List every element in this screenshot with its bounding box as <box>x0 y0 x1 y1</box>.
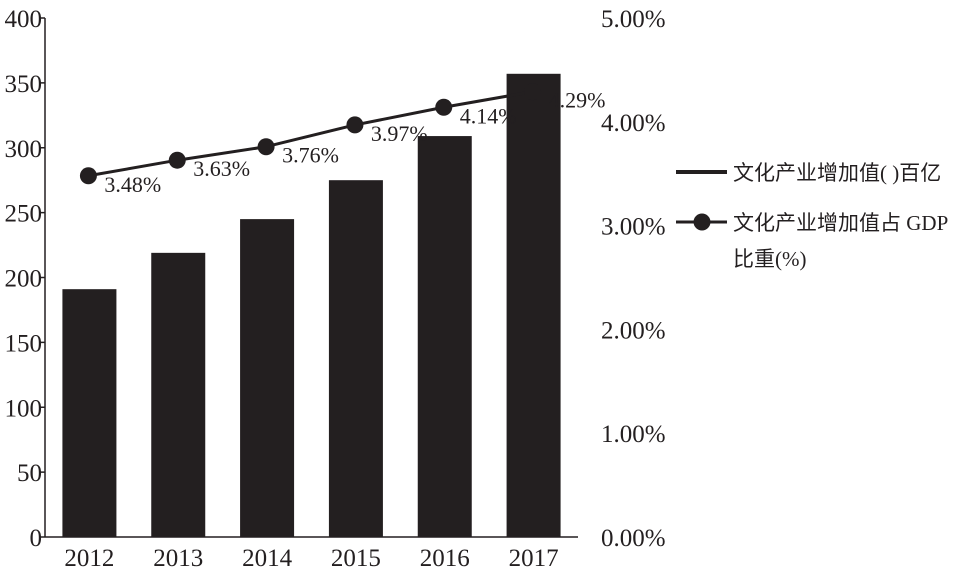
bars-layer <box>62 73 561 538</box>
x-tick-label: 2014 <box>242 545 293 572</box>
line-point-2017 <box>524 83 542 101</box>
bar-2012 <box>62 289 117 537</box>
x-tick-label: 2013 <box>153 545 203 572</box>
y-right-tick-label: 0.00% <box>601 525 666 552</box>
line-point-2013 <box>168 151 186 169</box>
line-point-2014 <box>257 138 275 156</box>
bar-2013 <box>151 252 206 537</box>
axes-layer: 0 50 100 150 200 250 300 350 400 0.00% 1.00% 2.00% 3… <box>5 6 666 572</box>
legend-label-line-cont: 比重(%) <box>733 247 806 271</box>
x-tick-label: 2016 <box>420 545 470 572</box>
bar-2017 <box>506 73 561 537</box>
bar-2014 <box>240 219 295 538</box>
data-labels-layer: 3.48% 3.63% 3.76% 3.97% 4.14% 4.29% <box>104 88 605 197</box>
bar-2016 <box>417 136 472 537</box>
data-label: 3.76% <box>282 143 339 168</box>
y-left-tick-label: 300 <box>5 136 43 163</box>
y-left-tick-label: 50 <box>17 460 42 487</box>
line-point-2012 <box>79 167 97 185</box>
bar-2015 <box>328 180 383 537</box>
y-left-tick-label: 0 <box>30 525 43 552</box>
gdp-share-line <box>88 90 533 178</box>
y-right-tick-label: 1.00% <box>601 421 666 448</box>
y-right-tick-label: 4.00% <box>601 110 666 137</box>
data-label: 4.14% <box>460 103 517 128</box>
legend-label-bar: 文化产业增加值( )百亿 <box>733 161 941 185</box>
y-left-tick-label: 400 <box>5 6 43 33</box>
x-tick-label: 2017 <box>509 545 559 572</box>
y-left-tick-label: 250 <box>5 201 43 228</box>
x-tick-label: 2012 <box>64 545 114 572</box>
y-right-tick-label: 3.00% <box>601 214 666 241</box>
y-left-tick-label: 350 <box>5 71 43 98</box>
x-tick-label: 2015 <box>331 545 381 572</box>
legend-label-line: 文化产业增加值占 GDP <box>733 211 948 235</box>
legend-dot-marker <box>693 213 711 231</box>
y-left-tick-label: 100 <box>5 395 43 422</box>
y-right-tick-label: 2.00% <box>601 317 666 344</box>
y-left-tick-label: 150 <box>5 330 43 357</box>
data-label: 3.63% <box>193 156 250 181</box>
line-point-2016 <box>435 98 453 116</box>
data-label: 3.48% <box>104 172 161 197</box>
data-label: 4.29% <box>549 88 606 113</box>
line-point-2015 <box>346 116 364 134</box>
y-right-tick-label: 5.00% <box>601 6 666 33</box>
y-left-tick-label: 200 <box>5 266 43 293</box>
line-layer <box>79 83 542 185</box>
data-label: 3.97% <box>371 121 428 146</box>
